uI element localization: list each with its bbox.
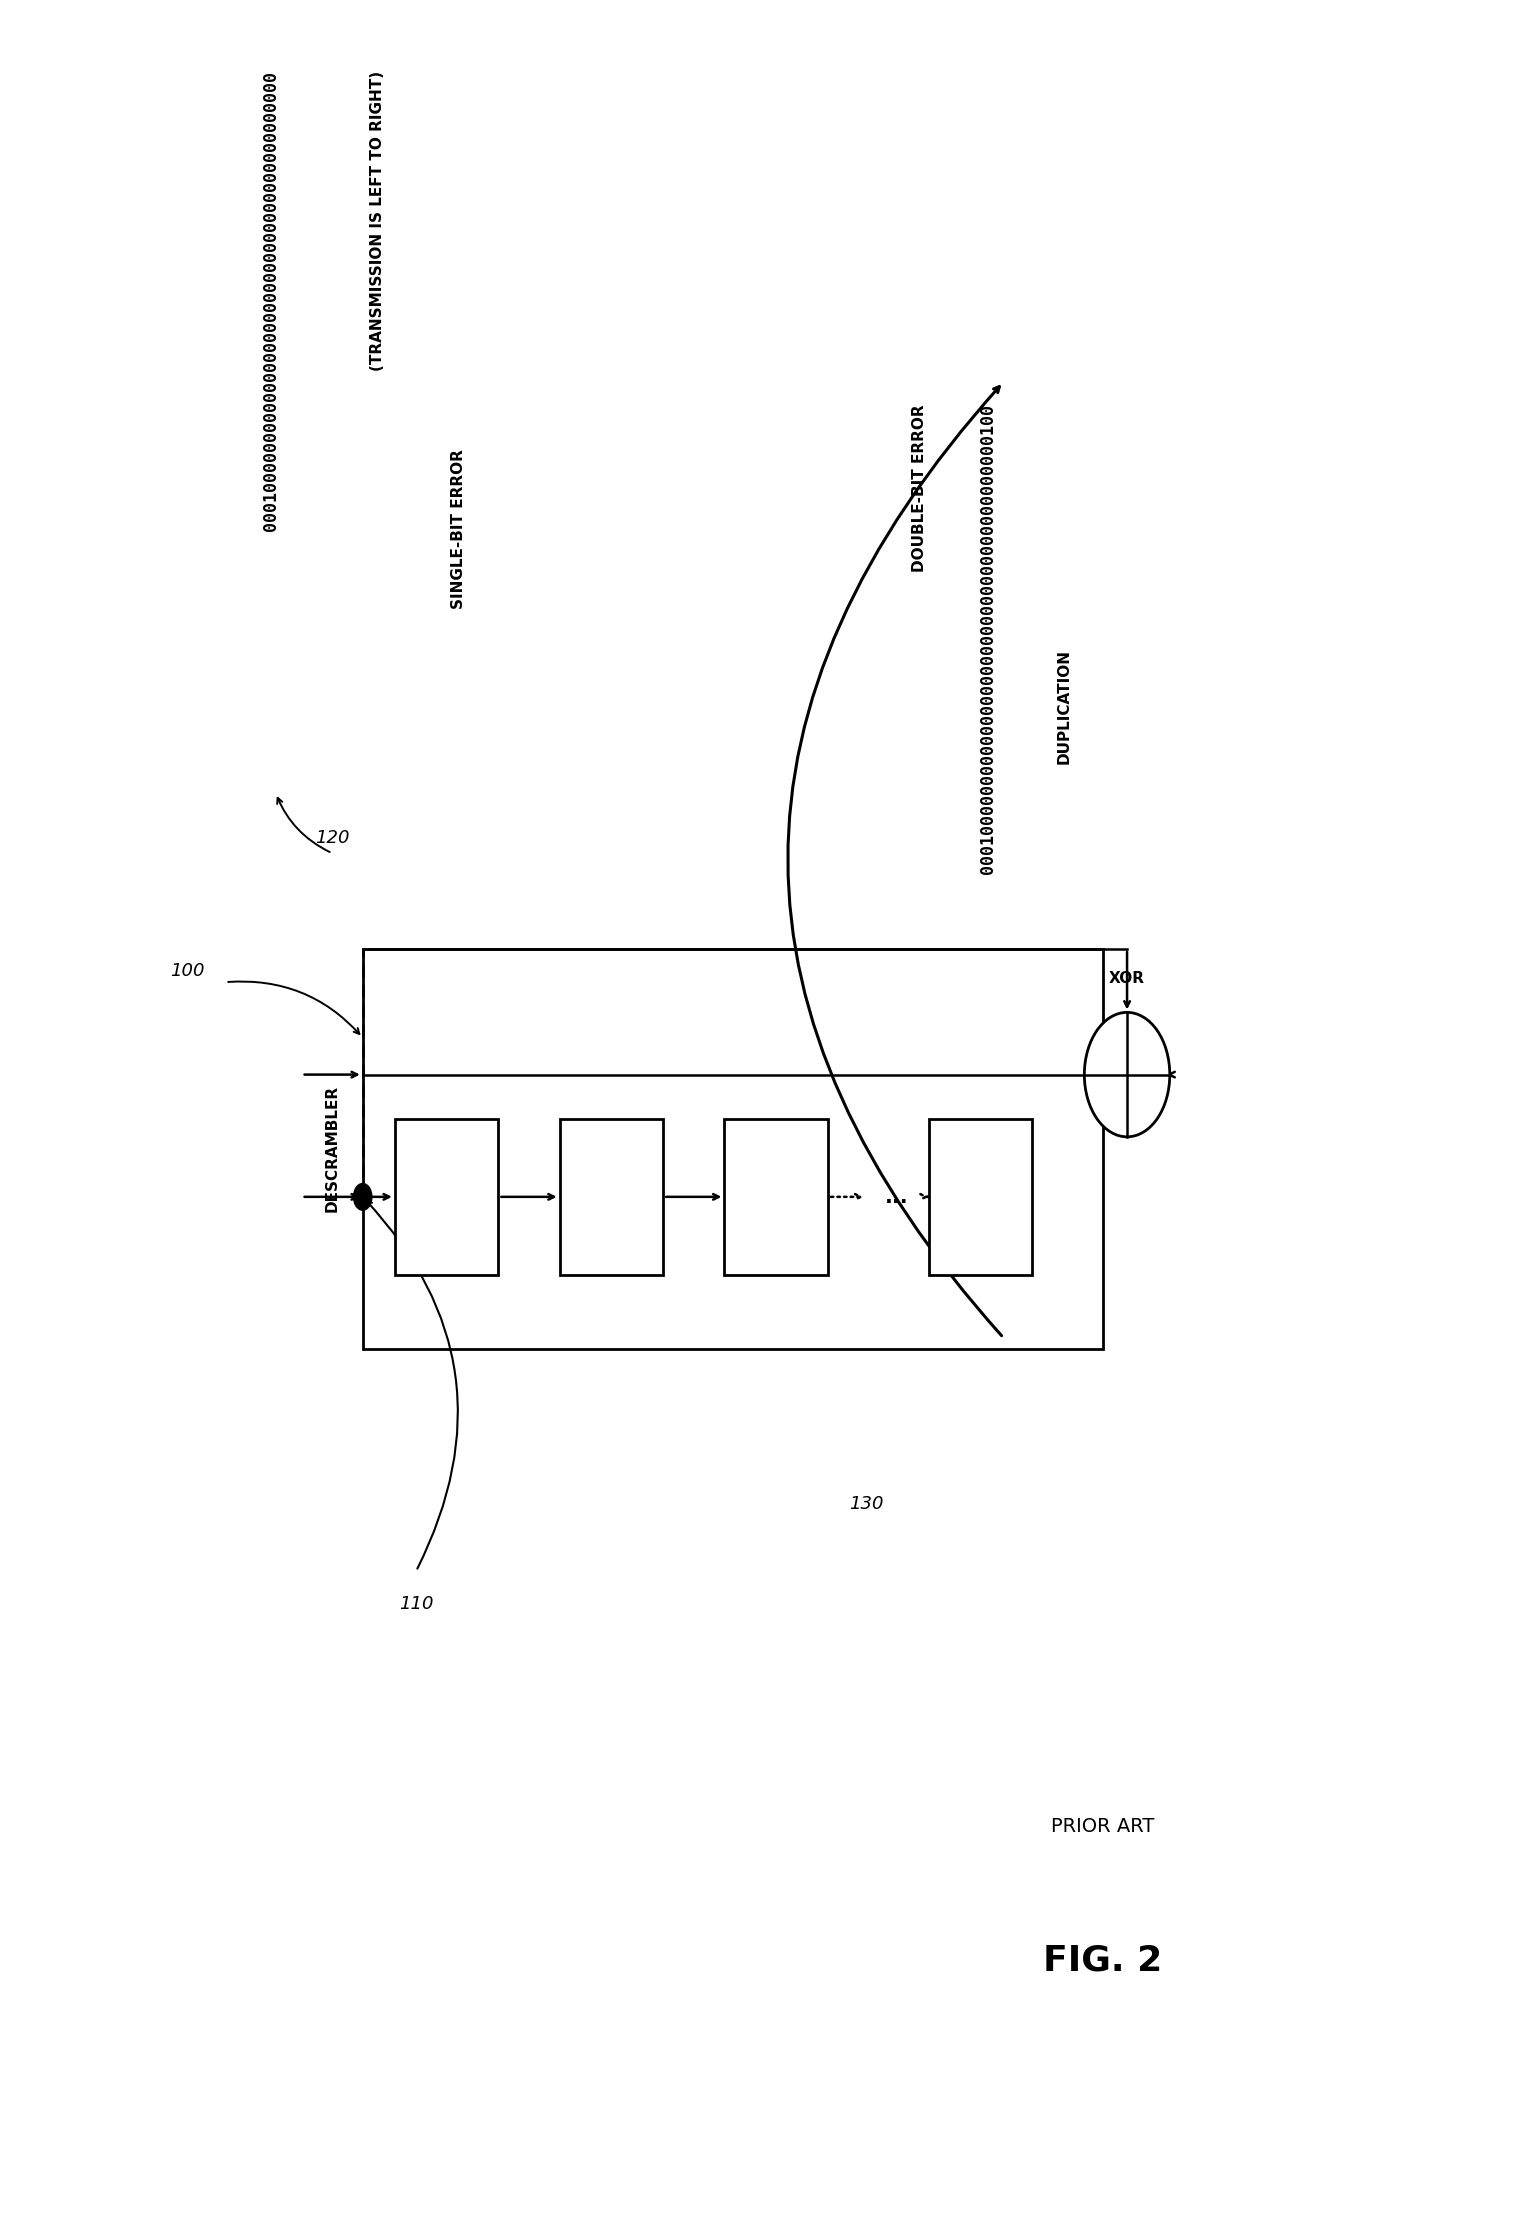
Text: 110: 110 xyxy=(399,1595,433,1613)
Text: DOUBLE-BIT ERROR: DOUBLE-BIT ERROR xyxy=(913,404,927,571)
Bar xyxy=(928,1120,1032,1274)
Bar xyxy=(560,1120,663,1274)
Text: DUPLICATION: DUPLICATION xyxy=(1057,649,1072,763)
Text: ...: ... xyxy=(885,1187,908,1207)
Text: 0001000000000000000000000000000000000000000000: 0001000000000000000000000000000000000000… xyxy=(262,71,281,531)
Text: 100: 100 xyxy=(170,962,204,979)
Text: D2: D2 xyxy=(598,1187,624,1205)
Text: D1: D1 xyxy=(434,1187,459,1205)
Text: (TRANSMISSION IS LEFT TO RIGHT): (TRANSMISSION IS LEFT TO RIGHT) xyxy=(370,71,385,370)
Text: 00010000000000000000000000000000000000000000100: 0001000000000000000000000000000000000000… xyxy=(979,404,997,875)
Text: DESCRAMBLER: DESCRAMBLER xyxy=(325,1084,339,1211)
Text: FIG. 2: FIG. 2 xyxy=(1043,1943,1163,1977)
Text: 120: 120 xyxy=(314,828,350,848)
Text: XOR: XOR xyxy=(1109,970,1144,986)
Bar xyxy=(362,948,1103,1350)
Text: D43: D43 xyxy=(963,1189,997,1205)
Text: D3: D3 xyxy=(764,1187,788,1205)
Text: 130: 130 xyxy=(848,1495,884,1513)
Text: SINGLE-BIT ERROR: SINGLE-BIT ERROR xyxy=(451,448,466,609)
Circle shape xyxy=(1085,1013,1170,1138)
Bar xyxy=(394,1120,499,1274)
Bar xyxy=(724,1120,828,1274)
Text: PRIOR ART: PRIOR ART xyxy=(1051,1818,1154,1836)
Circle shape xyxy=(353,1182,371,1209)
